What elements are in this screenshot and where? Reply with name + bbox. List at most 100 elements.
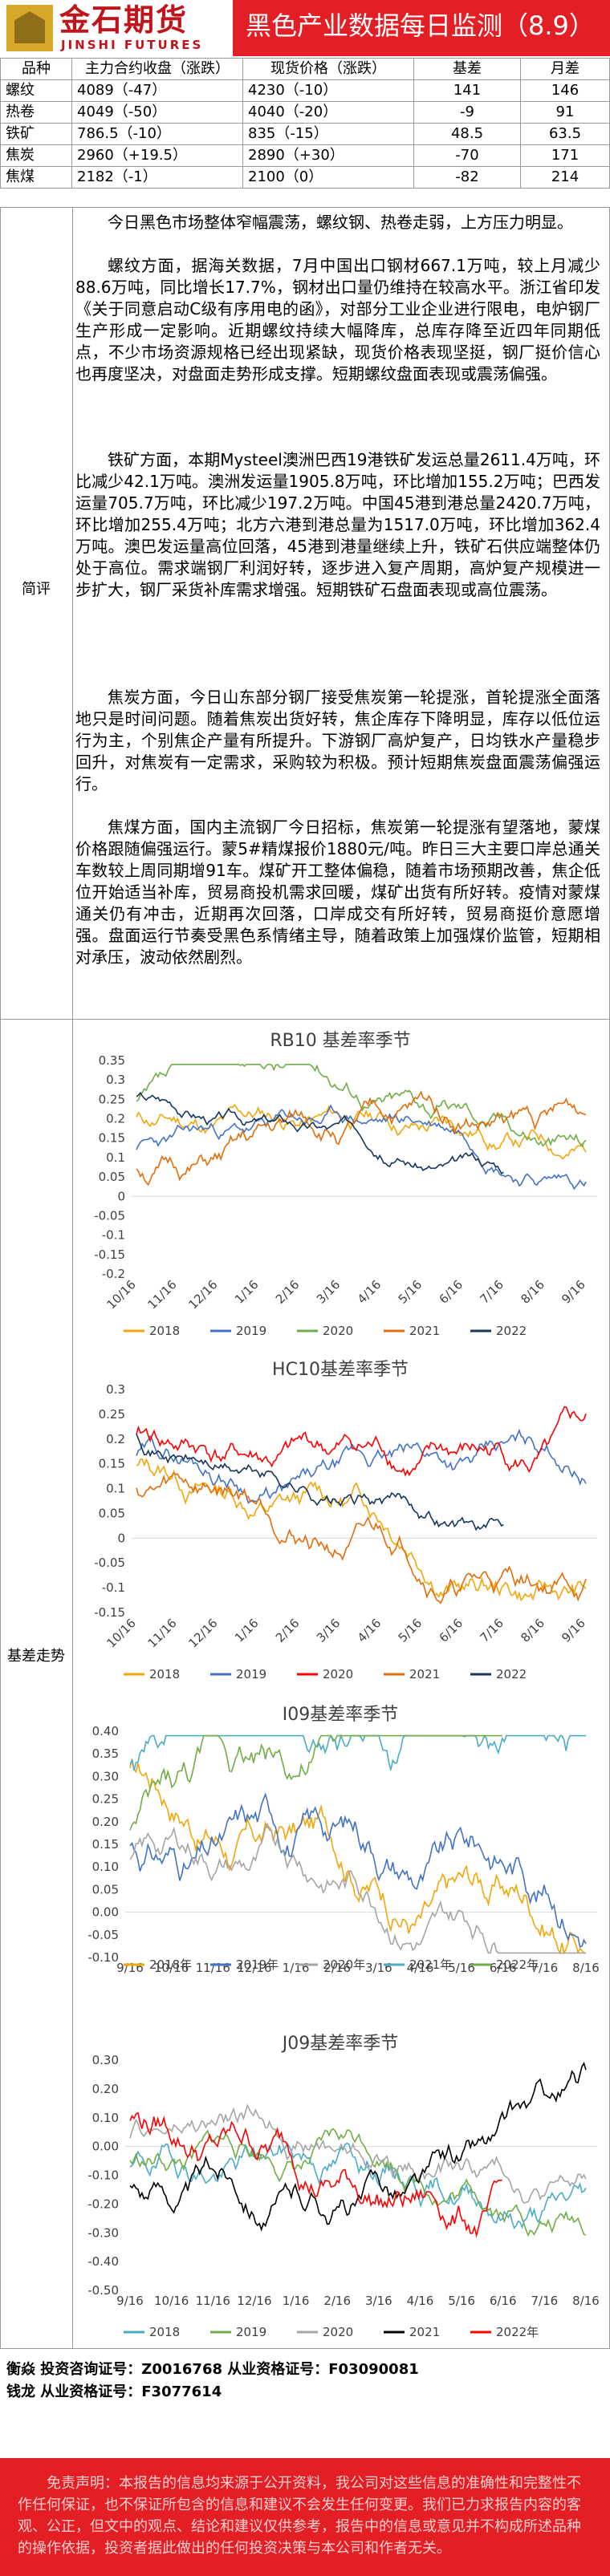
column-header: 品种	[0, 58, 72, 80]
series-line	[129, 1759, 586, 1955]
commentary-rebar: 螺纹方面，据海关数据，7月中国出口钢材667.1万吨，较上月减少88.6万吨，同…	[75, 256, 600, 383]
y-tick-label: 0.30	[92, 2053, 119, 2067]
column-divider	[72, 207, 73, 2349]
x-tick-label: 4/16	[355, 1277, 384, 1307]
commodity-name: 热卷	[0, 101, 72, 124]
y-tick-label: 0.1	[106, 1482, 125, 1496]
x-tick-label: 6/16	[437, 1277, 466, 1307]
summary-table: 品种 主力合约收盘（涨跌） 现货价格（涨跌） 基差 月差 螺纹 4089（-47…	[0, 58, 610, 189]
legend-label: 2020	[323, 1324, 353, 1338]
x-tick-label: 11/16	[144, 1277, 179, 1312]
x-tick-label: 10/16	[104, 1616, 139, 1650]
x-tick-label: 1/16	[283, 2294, 310, 2308]
y-tick-label: 0.05	[99, 1170, 125, 1184]
x-tick-label: 5/16	[396, 1616, 425, 1645]
table-row: 热卷 4049（-50） 4040（-20） -9 91	[0, 101, 610, 124]
x-tick-label: 10/16	[104, 1277, 139, 1312]
column-header: 月差	[520, 58, 610, 80]
legend-label: 2021年	[409, 1957, 452, 1972]
table-row: 螺纹 4089（-47） 4230（-10） 141 146	[0, 79, 610, 102]
series-line	[136, 1458, 587, 1602]
series-line	[136, 1091, 504, 1175]
y-tick-label: -0.1	[102, 1580, 125, 1595]
column-header: 基差	[413, 58, 521, 80]
x-tick-label: 9/16	[116, 2294, 144, 2308]
spread-value: 171	[520, 144, 610, 167]
legend-label: 2021	[409, 2325, 440, 2339]
chart-title: RB10 基差率季节	[270, 1031, 410, 1051]
x-tick-label: 2/16	[323, 2294, 351, 2308]
x-tick-label: 6/16	[490, 1961, 517, 1975]
table-row: 焦煤 2182（-1） 2100（0） -82 214	[0, 166, 610, 189]
i09-chart-svg: I09基差率季节 0.40 0.35 0.30 0.25 0.20 0.15 0.10 0.05…	[87, 1705, 600, 1975]
futures-close: 2182（-1）	[71, 166, 243, 189]
y-tick-label: 0	[117, 1189, 125, 1203]
y-tick-label: 0	[117, 1531, 125, 1545]
x-tick-label: 6/16	[437, 1616, 466, 1645]
y-tick-label: 0.05	[92, 1882, 119, 1897]
company-logo: 金石期货 JINSHI FUTURES	[0, 0, 233, 56]
y-tick-label: 0.3	[106, 1382, 125, 1397]
series-line	[136, 1471, 587, 1604]
y-tick-label: -0.2	[102, 1267, 125, 1281]
spot-price: 2890（+30）	[242, 144, 414, 167]
legend-label: 2019	[236, 1324, 266, 1338]
basis-section-label: 基差走势	[7, 1648, 65, 1665]
x-tick-label: 5/16	[448, 2294, 475, 2308]
legend-label: 2019	[236, 1667, 266, 1681]
x-tick-label: 8/16	[572, 2294, 600, 2308]
x-tick-label: 9/16	[559, 1616, 588, 1645]
y-tick-label: -0.10	[87, 2168, 119, 2183]
x-tick-label: 5/16	[396, 1277, 425, 1307]
y-tick-label: -0.40	[87, 2254, 119, 2269]
y-tick-label: 0.30	[92, 1769, 119, 1783]
legend-label: 2022年	[496, 1957, 539, 1972]
logo-emblem-icon	[6, 5, 53, 51]
y-tick-label: 0.20	[92, 1815, 119, 1829]
commodity-name: 铁矿	[0, 123, 72, 145]
column-header: 现货价格（涨跌）	[242, 58, 414, 80]
spot-price: 4040（-20）	[242, 101, 414, 124]
commentary-coking-coal: 焦煤方面，国内主流钢厂今日招标，焦炭第一轮提涨有望落地，蒙煤价格跟随偏强运行。蒙…	[75, 817, 600, 967]
analyst-contacts: 衡焱 投资咨询证号：Z0016768 从业资格证号：F03090081 钱龙 从…	[6, 2359, 419, 2404]
y-tick-label: 0.15	[99, 1131, 125, 1146]
y-tick-label: 0.35	[92, 1746, 119, 1761]
analyst-contact-1: 衡焱 投资咨询证号：Z0016768 从业资格证号：F03090081	[6, 2361, 419, 2378]
x-tick-label: 12/16	[185, 1277, 220, 1312]
y-tick-label: -0.05	[87, 1928, 119, 1942]
x-tick-label: 10/16	[154, 1961, 189, 1975]
y-tick-label: -0.30	[87, 2225, 119, 2240]
series-line	[129, 2142, 587, 2229]
disclaimer-text: 免责声明：本报告的信息均来源于公开资料，我公司对这些信息的准确性和完整性不作任何…	[18, 2475, 581, 2557]
x-tick-label: 5/16	[448, 1961, 475, 1975]
legend-label: 2018	[149, 2325, 180, 2339]
y-tick-label: 0.25	[99, 1407, 125, 1422]
legend-label: 2019年	[236, 1957, 279, 1972]
x-tick-label: 8/16	[572, 1961, 600, 1975]
y-tick-label: 0.40	[92, 1724, 119, 1738]
i09-basis-chart: I09基差率季节 0.40 0.35 0.30 0.25 0.20 0.15 0.10 0.05…	[75, 1701, 605, 2022]
spot-price: 835（-15）	[242, 123, 414, 145]
y-tick-label: 0.1	[106, 1150, 125, 1165]
basis-value: -9	[413, 101, 521, 124]
y-tick-label: 0.25	[92, 1792, 119, 1807]
commentary-section-label: 简评	[22, 581, 51, 598]
y-tick-label: 0.2	[106, 1112, 125, 1126]
commentary-coke: 焦炭方面，今日山东部分钢厂接受焦炭第一轮提涨，首轮提涨全面落地只是时间问题。随着…	[75, 688, 600, 793]
commodity-name: 焦煤	[0, 166, 72, 189]
x-tick-label: 1/16	[232, 1616, 262, 1645]
series-line	[136, 1434, 504, 1531]
x-tick-label: 3/16	[314, 1616, 344, 1645]
legend-label: 2019	[236, 2325, 266, 2339]
column-header: 主力合约收盘（涨跌）	[71, 58, 243, 80]
y-tick-label: -0.10	[87, 1950, 119, 1965]
x-tick-label: 2/16	[323, 1961, 351, 1975]
table-row: 焦炭 2960（+19.5） 2890（+30） -70 171	[0, 144, 610, 167]
hc10-basis-chart: HC10基差率季节 0.3 0.25 0.2 0.15 0.1 0.05 0 -0.05 -0.1…	[75, 1356, 605, 1693]
x-tick-label: 12/16	[237, 1961, 271, 1975]
series-line	[136, 1406, 587, 1477]
y-tick-label: 0.05	[99, 1506, 125, 1520]
series-line	[136, 1428, 587, 1504]
logo-chinese-name: 金石期货	[59, 2, 189, 38]
